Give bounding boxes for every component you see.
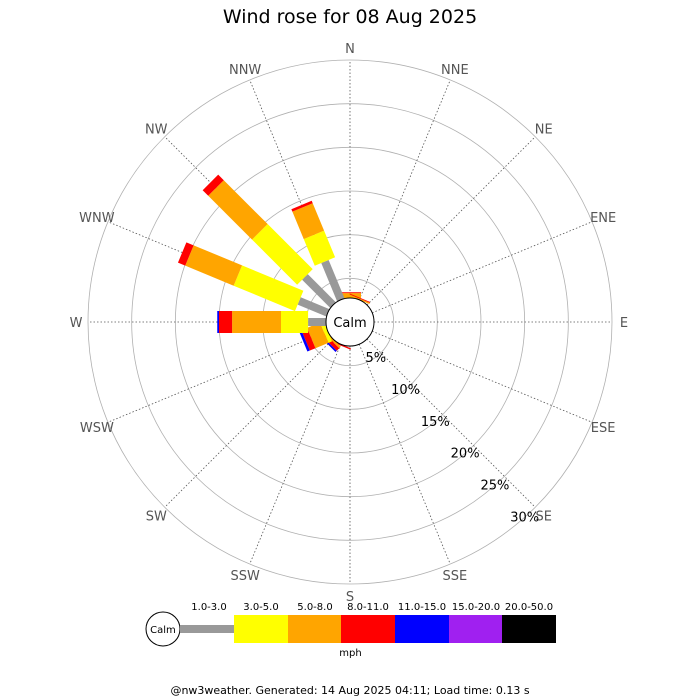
- petal-nw-bin-1: [252, 224, 313, 285]
- petal-wsw-bin-4: [298, 330, 310, 352]
- direction-label-ese: ESE: [591, 421, 616, 436]
- grid-circle-25: [131, 103, 569, 541]
- footer-text: @nw3weather. Generated: 14 Aug 2025 04:1…: [170, 684, 530, 697]
- petal-nne-bin-3: [349, 293, 371, 303]
- calm-circle: [325, 297, 375, 347]
- petal-w-bin-1: [281, 311, 309, 333]
- legend-swatch-bin-3: [341, 615, 395, 643]
- petal-w-bin-2: [232, 311, 282, 333]
- direction-label-sse: SSE: [442, 569, 467, 584]
- radial-tick-label-20: 20%: [451, 447, 480, 462]
- legend-label-bin-6: 20.0-50.0: [505, 602, 553, 613]
- petal-layer: [177, 174, 371, 353]
- direction-label-ssw: SSW: [230, 569, 260, 584]
- direction-label-w: W: [70, 316, 83, 331]
- petal-nw-bin-3: [202, 174, 224, 196]
- spoke-ne: [366, 136, 536, 306]
- direction-label-ene: ENE: [590, 211, 616, 226]
- direction-label-ne: NE: [535, 122, 553, 137]
- legend-swatch-bin-4: [395, 615, 449, 643]
- radial-tick-label-15: 15%: [421, 415, 450, 430]
- petal-nnw-bin-2: [292, 203, 325, 240]
- spoke-nne: [358, 79, 451, 300]
- petal-w-bin-4: [217, 311, 219, 333]
- legend-label-bin-0: 1.0-3.0: [191, 602, 226, 613]
- petal-nw-bin-0: [302, 274, 336, 308]
- petal-wsw-bin-2: [307, 322, 329, 349]
- spoke-ssw: [249, 344, 342, 565]
- legend-label-bin-4: 11.0-15.0: [398, 602, 446, 613]
- direction-label-nnw: NNW: [229, 63, 261, 78]
- petal-nne-bin-2: [349, 294, 370, 305]
- direction-label-sw: SW: [146, 510, 167, 525]
- direction-label-nw: NW: [145, 122, 168, 137]
- legend-label-bin-2: 5.0-8.0: [297, 602, 332, 613]
- spoke-sw: [164, 338, 334, 508]
- petal-nnw-bin-0: [321, 259, 345, 302]
- legend-calm-label: Calm: [150, 625, 176, 636]
- radial-tick-label-10: 10%: [391, 383, 420, 398]
- direction-label-wsw: WSW: [80, 421, 114, 436]
- legend-layer: Calm 1.0-3.0 3.0-5.0 5.0-8.0 8.0-11.0 11.0-15…: [145, 602, 556, 647]
- petal-nnw-bin-1: [303, 230, 336, 266]
- legend-swatch-bin-6: [502, 615, 556, 643]
- radial-tick-label-5: 5%: [365, 351, 386, 366]
- grid-layer: [87, 59, 613, 585]
- calm-label: Calm: [333, 316, 366, 331]
- petal-wnw-bin-2: [185, 245, 243, 286]
- legend-swatch-bin-0: [180, 625, 234, 633]
- direction-label-wnw: WNW: [79, 211, 115, 226]
- radial-tick-label-30: 30%: [510, 511, 539, 526]
- petal-n-bin-3: [339, 292, 361, 294]
- spoke-se: [366, 338, 536, 508]
- legend-swatch-bin-5: [449, 615, 503, 643]
- spoke-wsw: [107, 330, 328, 423]
- petal-nw-bin-2: [208, 180, 268, 240]
- legend-swatch-bin-1: [234, 615, 288, 643]
- radial-tick-label-25: 25%: [480, 479, 509, 494]
- legend-swatch-bin-2: [288, 615, 342, 643]
- direction-label-s: S: [346, 590, 354, 605]
- petal-nnw-bin-3: [291, 200, 313, 212]
- chart-title: Wind rose for 08 Aug 2025: [222, 6, 478, 28]
- legend-label-bin-1: 3.0-5.0: [243, 602, 278, 613]
- spoke-sse: [358, 344, 451, 565]
- spoke-ene: [372, 221, 593, 314]
- label-layer: N NNE NE ENE E ESE SE SSE S SSW SW WSW W WNW NW NNW Calm…: [70, 42, 629, 605]
- direction-label-n: N: [345, 42, 355, 57]
- petal-w-bin-3: [219, 311, 233, 333]
- petal-wsw-bin-3: [301, 327, 316, 351]
- petal-w-bin-0: [308, 318, 326, 326]
- legend-unit-label: mph: [339, 648, 362, 659]
- petal-wsw-bin-1: [319, 321, 333, 343]
- grid-circle-30: [87, 59, 613, 585]
- direction-label-e: E: [620, 316, 628, 331]
- direction-label-nne: NNE: [441, 63, 469, 78]
- petal-wnw-bin-1: [233, 265, 304, 312]
- spoke-ese: [372, 330, 593, 423]
- legend-label-bin-5: 15.0-20.0: [452, 602, 500, 613]
- petal-wnw-bin-0: [297, 297, 330, 317]
- direction-label-se: SE: [536, 510, 552, 525]
- legend-label-bin-3: 8.0-11.0: [347, 602, 389, 613]
- petal-wnw-bin-3: [177, 242, 194, 266]
